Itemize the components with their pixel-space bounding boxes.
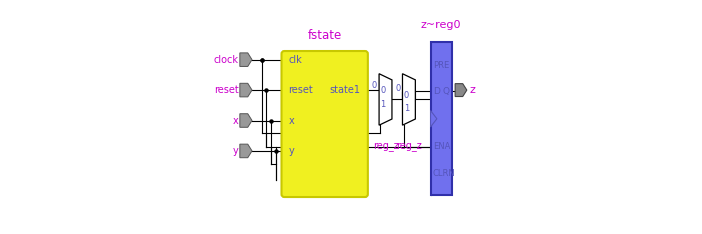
Polygon shape bbox=[379, 74, 392, 125]
Polygon shape bbox=[455, 84, 467, 96]
Text: D: D bbox=[433, 87, 439, 96]
Text: 0: 0 bbox=[380, 86, 385, 95]
FancyBboxPatch shape bbox=[282, 51, 368, 197]
Text: ENA: ENA bbox=[433, 142, 450, 151]
Text: 1: 1 bbox=[404, 104, 409, 113]
Text: 1: 1 bbox=[380, 100, 385, 109]
Text: 0: 0 bbox=[404, 91, 409, 100]
Text: y: y bbox=[289, 146, 294, 156]
Text: reset: reset bbox=[289, 85, 313, 95]
Text: z~reg0: z~reg0 bbox=[420, 20, 461, 30]
Text: reset: reset bbox=[213, 85, 239, 95]
Polygon shape bbox=[402, 74, 416, 125]
Text: fstate: fstate bbox=[307, 29, 342, 42]
Text: reg_z: reg_z bbox=[373, 142, 399, 152]
Bar bbox=[430, 42, 451, 195]
Text: clk: clk bbox=[289, 55, 303, 65]
Text: PRE: PRE bbox=[433, 61, 449, 69]
Polygon shape bbox=[240, 114, 252, 127]
Text: clock: clock bbox=[213, 55, 239, 65]
Text: y: y bbox=[232, 146, 239, 156]
Text: x: x bbox=[289, 116, 294, 125]
Text: 0: 0 bbox=[395, 84, 401, 93]
Polygon shape bbox=[240, 144, 252, 158]
Text: CLRN: CLRN bbox=[433, 169, 456, 179]
Text: Q: Q bbox=[443, 87, 450, 96]
Text: x: x bbox=[232, 116, 239, 125]
Text: reg_z: reg_z bbox=[396, 142, 422, 152]
Polygon shape bbox=[240, 83, 252, 97]
Text: state1: state1 bbox=[330, 85, 361, 95]
Polygon shape bbox=[430, 110, 437, 127]
Text: z: z bbox=[469, 85, 475, 95]
Polygon shape bbox=[240, 53, 252, 66]
Text: 0: 0 bbox=[372, 81, 377, 90]
